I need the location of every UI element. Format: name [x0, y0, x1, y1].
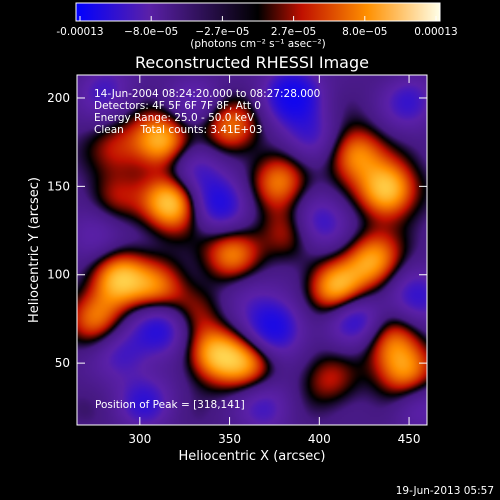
observation-info: 14-Jun-2004 08:24:20.000 to 08:27:28.000…	[94, 88, 320, 136]
peak-position-label: Position of Peak = [318,141]	[95, 399, 245, 411]
x-axis-ticks: 300 350 400 450	[128, 75, 421, 446]
colorbar-ticks: -0.00013 −8.0e−05 −2.7e−05 2.7e−05 8.0e−05 0.…	[56, 16, 458, 38]
colorbar-gradient	[75, 2, 441, 22]
colorbar-unit-label: (photons cm⁻² s⁻¹ asec⁻²)	[190, 38, 325, 50]
x-axis-title: Heliocentric X (arcsec)	[179, 449, 326, 464]
clean-counts-label: Clean Total counts: 3.41E+03	[94, 124, 263, 136]
energy-range-label: Energy Range: 25.0 - 50.0 keV	[94, 112, 255, 124]
detectors-label: Detectors: 4F 5F 6F 7F 8F, Att 0	[94, 100, 261, 112]
colorbar: -0.00013 −8.0e−05 −2.7e−05 2.7e−05 8.0e−05 0.…	[56, 2, 458, 50]
time-range-label: 14-Jun-2004 08:24:20.000 to 08:27:28.000	[94, 88, 320, 100]
colorbar-tick-label: 8.0e−05	[342, 26, 387, 38]
colorbar-tick-label: -0.00013	[56, 26, 103, 38]
y-tick-label: 100	[47, 268, 70, 282]
colorbar-tick-label: −8.0e−05	[124, 26, 178, 38]
plot-frame	[76, 74, 428, 426]
colorbar-tick-label: 2.7e−05	[271, 26, 316, 38]
x-tick-label: 450	[398, 432, 421, 446]
heatmap-image	[77, 75, 427, 425]
y-axis-title: Heliocentric Y (arcsec)	[27, 177, 42, 323]
x-tick-label: 300	[128, 432, 151, 446]
y-tick-label: 200	[47, 91, 70, 105]
y-tick-label: 50	[55, 356, 70, 370]
y-axis-ticks: 50 100 150 200	[47, 91, 427, 370]
colorbar-tick-label: 0.00013	[414, 26, 457, 38]
colorbar-tick-label: −2.7e−05	[195, 26, 249, 38]
x-tick-label: 400	[308, 432, 331, 446]
y-tick-label: 150	[47, 179, 70, 193]
x-tick-label: 350	[218, 432, 241, 446]
footer-date: 19-Jun-2013 05:57	[396, 485, 494, 497]
chart-title: Reconstructed RHESSI Image	[135, 53, 369, 72]
